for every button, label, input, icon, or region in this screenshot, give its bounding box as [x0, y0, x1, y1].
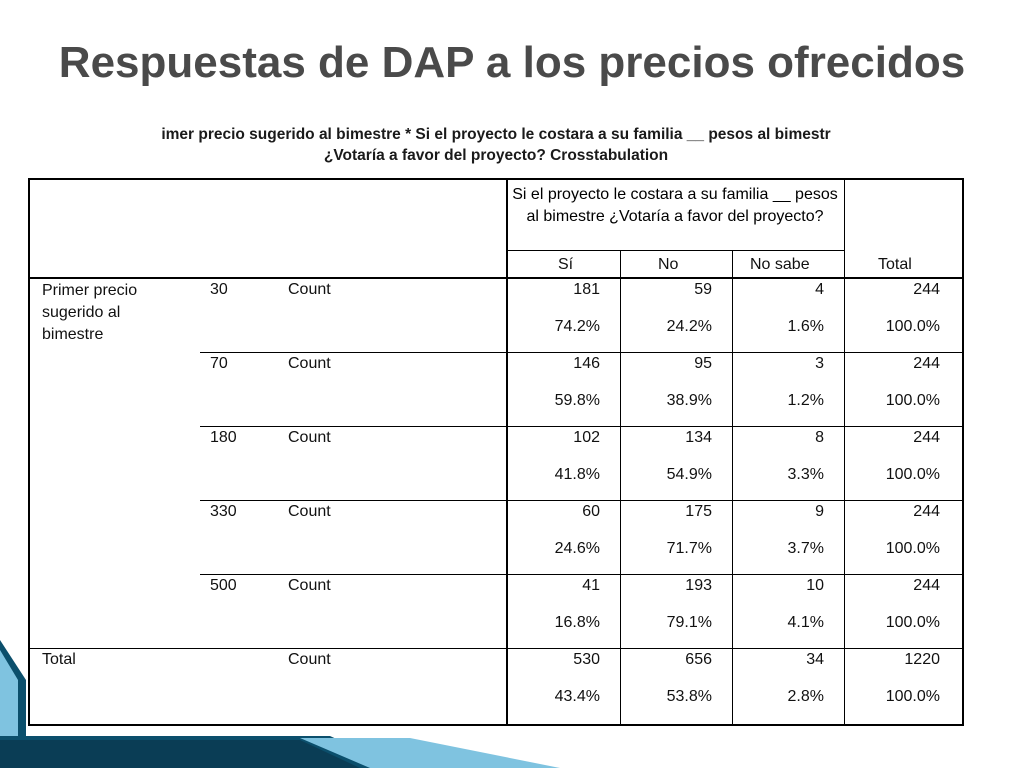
- row-divider: [200, 352, 962, 353]
- count-cell: 530: [573, 651, 600, 668]
- count-cell: 244: [913, 281, 940, 298]
- count-cell: 134: [685, 429, 712, 446]
- slide-decoration-left: [0, 640, 26, 768]
- divider-vertical-stub: [506, 180, 508, 724]
- percent-cell: 16.8%: [554, 614, 600, 631]
- percent-cell: 3.3%: [787, 466, 824, 483]
- column-header-si: Sí: [558, 256, 574, 273]
- divider-vertical: [844, 180, 845, 724]
- row-divider: [200, 574, 962, 575]
- row-variable-label: Primer precio sugerido al bimestre: [42, 282, 138, 343]
- stat-label: Count: [288, 355, 331, 372]
- row-divider: [30, 648, 962, 649]
- percent-cell: 41.8%: [554, 466, 600, 483]
- count-cell: 244: [913, 355, 940, 372]
- crosstab-title: imer precio sugerido al bimestre * Si el…: [26, 124, 966, 168]
- stat-label: Count: [288, 651, 331, 668]
- price-label: 30: [210, 281, 228, 298]
- stat-label: Count: [288, 281, 331, 298]
- count-cell: 656: [685, 651, 712, 668]
- percent-cell: 100.0%: [885, 392, 940, 409]
- crosstab-title-line1: imer precio sugerido al bimestre * Si el…: [161, 126, 831, 143]
- count-cell: 41: [582, 577, 600, 594]
- count-cell: 60: [582, 503, 600, 520]
- count-cell: 244: [913, 503, 940, 520]
- percent-cell: 100.0%: [885, 688, 940, 705]
- crosstab-table: Si el proyecto le costara a su familia _…: [28, 178, 964, 726]
- count-cell: 181: [573, 281, 600, 298]
- percent-cell: 54.9%: [666, 466, 712, 483]
- column-header-total: Total: [878, 256, 912, 273]
- percent-cell: 100.0%: [885, 540, 940, 557]
- slide-decoration-bottom: [0, 736, 560, 768]
- stat-label: Count: [288, 503, 331, 520]
- percent-cell: 79.1%: [666, 614, 712, 631]
- percent-cell: 59.8%: [554, 392, 600, 409]
- slide-title: Respuestas de DAP a los precios ofrecido…: [58, 38, 966, 87]
- percent-cell: 100.0%: [885, 318, 940, 335]
- count-cell: 95: [694, 355, 712, 372]
- count-cell: 175: [685, 503, 712, 520]
- count-cell: 102: [573, 429, 600, 446]
- count-cell: 244: [913, 429, 940, 446]
- count-cell: 59: [694, 281, 712, 298]
- divider-horizontal-header: [30, 277, 962, 279]
- percent-cell: 38.9%: [666, 392, 712, 409]
- percent-cell: 43.4%: [554, 688, 600, 705]
- percent-cell: 24.6%: [554, 540, 600, 557]
- stat-label: Count: [288, 577, 331, 594]
- percent-cell: 1.6%: [787, 318, 824, 335]
- column-header-no: No: [658, 256, 679, 273]
- price-label: 500: [210, 577, 237, 594]
- count-cell: 244: [913, 577, 940, 594]
- divider-vertical: [620, 250, 621, 724]
- divider-vertical: [732, 250, 733, 724]
- count-cell: 3: [815, 355, 824, 372]
- row-divider: [200, 500, 962, 501]
- percent-cell: 100.0%: [885, 614, 940, 631]
- count-cell: 10: [806, 577, 824, 594]
- percent-cell: 53.8%: [666, 688, 712, 705]
- count-cell: 8: [815, 429, 824, 446]
- percent-cell: 1.2%: [787, 392, 824, 409]
- percent-cell: 4.1%: [787, 614, 824, 631]
- crosstab-title-line2: ¿Votaría a favor del proyecto? Crosstabu…: [323, 147, 669, 164]
- column-variable-header: Si el proyecto le costara a su familia _…: [512, 186, 838, 225]
- percent-cell: 3.7%: [787, 540, 824, 557]
- percent-cell: 24.2%: [666, 318, 712, 335]
- percent-cell: 2.8%: [787, 688, 824, 705]
- price-label: 70: [210, 355, 228, 372]
- count-cell: 34: [806, 651, 824, 668]
- divider-horizontal-subheader: [508, 250, 844, 251]
- total-row-label: Total: [42, 651, 76, 668]
- percent-cell: 71.7%: [666, 540, 712, 557]
- price-label: 330: [210, 503, 237, 520]
- column-header-no-sabe: No sabe: [750, 256, 810, 273]
- count-cell: 146: [573, 355, 600, 372]
- price-label: 180: [210, 429, 237, 446]
- percent-cell: 100.0%: [885, 466, 940, 483]
- count-cell: 9: [815, 503, 824, 520]
- count-cell: 4: [815, 281, 824, 298]
- stat-label: Count: [288, 429, 331, 446]
- percent-cell: 74.2%: [554, 318, 600, 335]
- count-cell: 193: [685, 577, 712, 594]
- row-divider: [200, 426, 962, 427]
- count-cell: 1220: [904, 651, 940, 668]
